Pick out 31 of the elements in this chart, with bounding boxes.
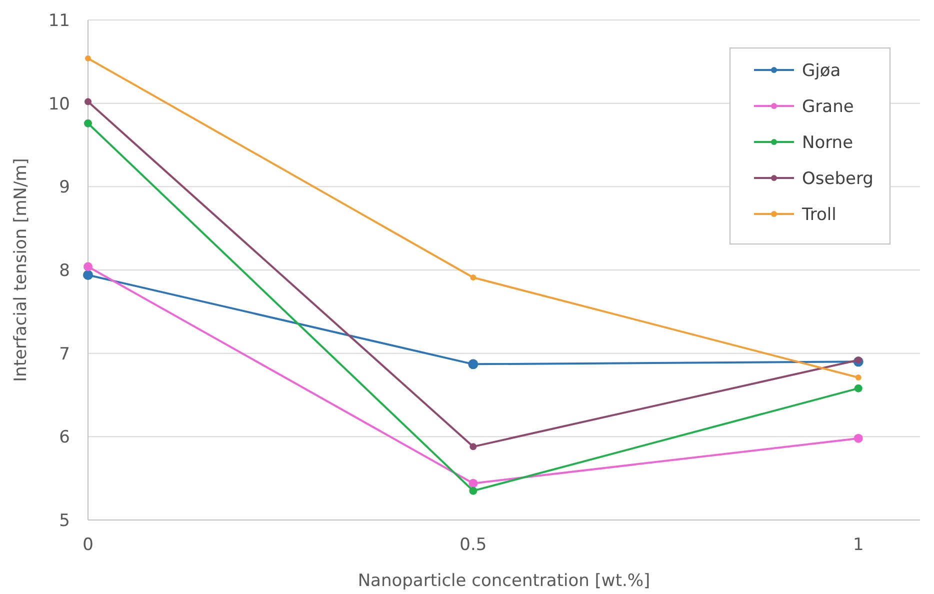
- point: [854, 356, 862, 364]
- point: [84, 119, 92, 128]
- point: [470, 443, 477, 450]
- point: [85, 55, 91, 62]
- point: [854, 434, 863, 443]
- y-tick-label: 10: [48, 94, 70, 114]
- y-tick-label: 11: [48, 10, 70, 31]
- legend-label: Troll: [801, 204, 836, 225]
- point: [469, 486, 478, 495]
- y-tick-label: 9: [59, 178, 70, 198]
- x-tick-label: 0: [82, 535, 94, 555]
- legend-label: Oseberg: [802, 168, 874, 189]
- point: [468, 478, 478, 488]
- point: [84, 98, 92, 106]
- x-tick-label: 1: [852, 535, 864, 555]
- point: [470, 274, 476, 280]
- point: [854, 384, 862, 392]
- y-axis-title: Interfacial tension [mN/m]: [11, 158, 31, 382]
- legend-label: Norne: [802, 132, 854, 153]
- point: [84, 262, 92, 272]
- y-tick-label: 8: [59, 260, 70, 281]
- point: [83, 270, 93, 280]
- point: [468, 359, 478, 370]
- x-axis-title: Nanoparticle concentration [wt.%]: [358, 571, 650, 591]
- legend-label: Grane: [802, 96, 854, 117]
- x-tick-label: 0.5: [460, 535, 487, 555]
- y-tick-label: 6: [59, 428, 70, 448]
- y-tick-label: 5: [59, 510, 70, 531]
- legend-label: Gjøa: [802, 60, 841, 81]
- point: [855, 374, 862, 380]
- y-tick-label: 7: [59, 344, 70, 364]
